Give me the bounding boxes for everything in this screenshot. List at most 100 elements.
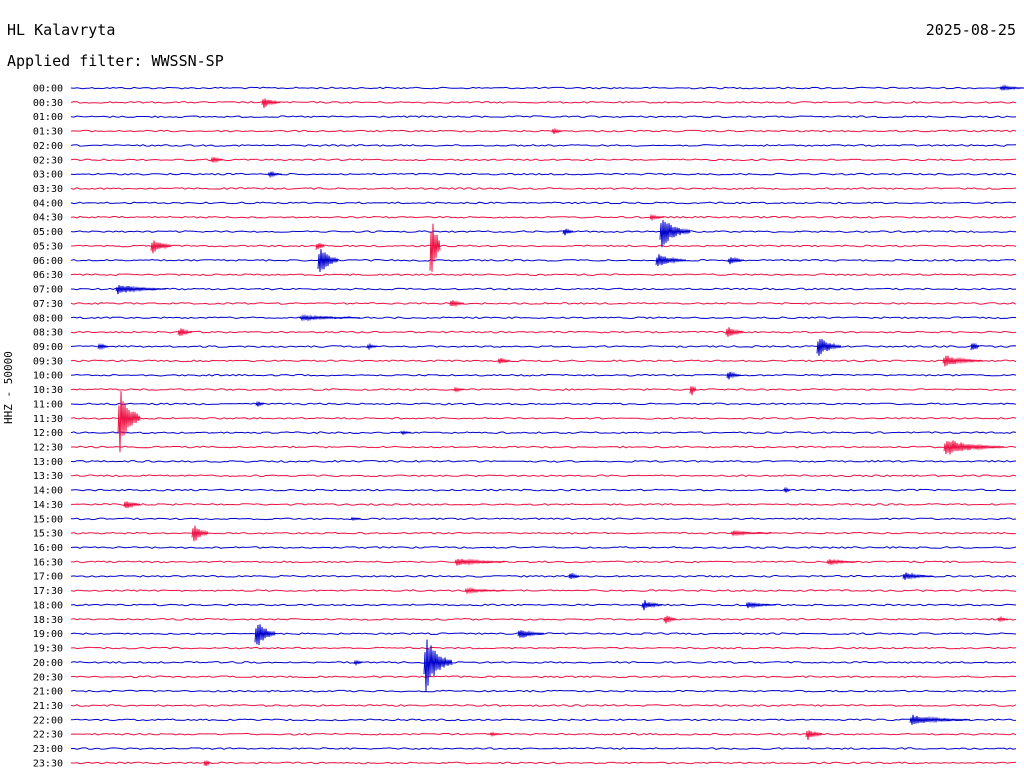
row-time-label: 13:30 <box>33 471 63 482</box>
seismic-event <box>117 391 141 453</box>
seismic-event <box>267 170 283 179</box>
trace-line <box>70 201 1017 205</box>
row-time-label: 10:00 <box>33 371 63 382</box>
seismic-event <box>454 558 506 566</box>
seismic-event <box>400 430 412 436</box>
seismic-event <box>299 313 361 322</box>
seismic-event <box>730 529 772 537</box>
seismic-event <box>366 342 378 351</box>
row-time-label: 14:30 <box>33 500 63 511</box>
trace-line <box>70 373 1017 377</box>
trace-line <box>70 646 1017 650</box>
row-time-label: 11:30 <box>33 414 63 425</box>
seismic-event <box>123 501 141 509</box>
row-time-label: 04:00 <box>33 198 63 209</box>
trace-line <box>70 101 1017 104</box>
trace-line <box>70 704 1017 707</box>
row-time-label: 02:00 <box>33 141 63 152</box>
trace-line <box>70 546 1017 549</box>
row-time-label: 09:30 <box>33 356 63 367</box>
seismic-event <box>909 714 971 725</box>
row-time-label: 04:30 <box>33 213 63 224</box>
trace-line <box>70 661 1017 664</box>
seismic-event <box>726 371 742 380</box>
trace-line <box>70 388 1017 391</box>
trace-line <box>70 732 1017 736</box>
trace-line <box>70 531 1017 535</box>
seismic-event <box>826 558 858 566</box>
trace-line <box>70 158 1016 162</box>
trace-line <box>70 172 1017 176</box>
seismic-event <box>655 254 687 267</box>
trace-line <box>70 258 1017 262</box>
row-time-label: 16:00 <box>33 543 63 554</box>
trace-line <box>70 747 1017 750</box>
row-time-label: 15:00 <box>33 514 63 525</box>
seismic-event <box>816 339 842 356</box>
seismic-event <box>970 342 980 351</box>
trace-line <box>71 560 1016 564</box>
trace-line <box>70 589 1017 592</box>
row-time-label: 23:00 <box>33 744 63 755</box>
row-time-label: 09:00 <box>33 342 63 353</box>
trace-line <box>70 330 1017 334</box>
trace-line <box>70 115 1017 119</box>
row-time-label: 07:30 <box>33 299 63 310</box>
row-time-label: 12:00 <box>33 428 63 439</box>
station-title: HL Kalavryta <box>7 21 116 39</box>
trace-line <box>70 144 1017 147</box>
seismic-event <box>745 601 777 609</box>
seismic-event <box>423 639 453 692</box>
trace-line <box>70 359 1017 363</box>
seismic-event <box>641 600 663 611</box>
trace-line <box>70 445 1017 449</box>
row-time-label: 21:00 <box>33 687 63 698</box>
row-time-label: 05:00 <box>33 227 63 238</box>
row-time-label: 07:00 <box>33 285 63 296</box>
trace-line <box>70 187 1017 190</box>
seismic-event <box>783 486 791 493</box>
row-time-label: 08:30 <box>33 328 63 339</box>
seismic-event <box>943 440 1005 455</box>
seismic-event <box>663 615 677 624</box>
seismic-event <box>177 328 193 336</box>
trace-line <box>70 460 1017 463</box>
trace-line <box>70 488 1017 492</box>
seismic-event <box>191 525 209 542</box>
filter-label: Applied filter: WWSSN-SP <box>7 52 224 70</box>
seismic-event <box>999 84 1024 92</box>
trace-line <box>70 345 1017 348</box>
row-time-label: 06:30 <box>33 270 63 281</box>
row-time-label: 02:30 <box>33 155 63 166</box>
row-time-label: 17:30 <box>33 586 63 597</box>
seismic-event <box>453 386 465 393</box>
seismic-event <box>562 228 574 236</box>
row-time-label: 23:30 <box>33 758 63 769</box>
row-time-label: 18:00 <box>33 600 63 611</box>
trace-line <box>70 230 1016 233</box>
row-time-label: 00:30 <box>33 98 63 109</box>
row-time-label: 01:00 <box>33 112 63 123</box>
seismic-event <box>942 355 984 367</box>
row-time-label: 20:00 <box>33 658 63 669</box>
trace-line <box>70 316 1017 320</box>
date-label: 2025-08-25 <box>925 21 1016 39</box>
trace-line <box>70 129 1017 133</box>
seismic-event <box>464 586 506 595</box>
row-time-label: 19:30 <box>33 644 63 655</box>
seismic-event <box>317 249 339 273</box>
trace-line <box>71 503 1017 506</box>
row-time-label: 21:30 <box>33 701 63 712</box>
trace-line <box>70 675 1017 679</box>
row-time-label: 18:30 <box>33 615 63 626</box>
seismic-event <box>255 400 265 407</box>
seismic-event <box>689 386 697 396</box>
seismic-event <box>568 572 580 579</box>
trace-line <box>70 287 1017 291</box>
seismic-event <box>659 220 691 248</box>
seismic-event <box>203 759 211 767</box>
seismic-event <box>489 731 503 738</box>
row-time-label: 17:00 <box>33 572 63 583</box>
row-time-label: 08:00 <box>33 313 63 324</box>
